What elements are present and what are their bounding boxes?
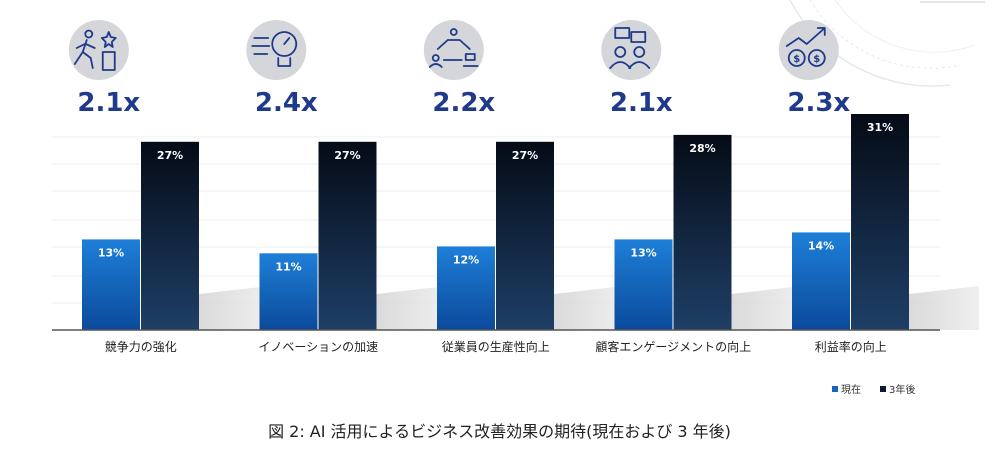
growth-multipliers: 2.1x 2.4x 2.2x 2.1x 2.3x — [77, 88, 850, 118]
category-label: 顧客エンゲージメントの向上 — [595, 339, 751, 354]
legend-item-3-years: 3年後 — [880, 383, 915, 396]
figure-caption: 図 2: AI 活用によるビジネス改善効果の期待(現在および 3 年後) — [268, 422, 731, 441]
legend-swatch — [880, 386, 886, 392]
legend-label: 3年後 — [889, 383, 915, 396]
category-label: 従業員の生産性向上 — [442, 339, 550, 354]
category-label: イノベーションの加速 — [258, 340, 378, 354]
bar-value-label: 28% — [689, 142, 715, 155]
category-label: 競争力の強化 — [105, 339, 177, 354]
legend-item-current: 現在 — [832, 384, 861, 396]
legend-label: 現在 — [841, 384, 861, 396]
bar-shadow — [554, 286, 624, 330]
category-labels: 競争力の強化 イノベーションの加速 従業員の生産性向上 顧客エンゲージメントの向上 利益… — [105, 339, 887, 354]
bar-3-years — [496, 141, 554, 330]
bar-shadow — [199, 286, 269, 330]
category-label: 利益率の向上 — [815, 339, 887, 354]
bar-chart: $ $ 2.1x 2.4x 2.2x 2.1x 2.3x 13%27%11%27%12%2… — [52, 0, 985, 396]
lightbulb-speed-icon — [246, 20, 307, 80]
people-network-icon — [423, 20, 484, 80]
bar-current — [82, 239, 140, 330]
bar-shadow — [909, 286, 979, 330]
bar-value-label: 13% — [98, 246, 124, 259]
legend: 現在 3年後 — [832, 383, 915, 396]
bar-value-label: 13% — [630, 246, 656, 259]
bar-shadows — [199, 286, 979, 330]
svg-text:$: $ — [793, 54, 800, 65]
category-icons: $ $ — [68, 20, 839, 80]
bar-current — [259, 253, 318, 330]
customer-chat-icon — [601, 20, 662, 80]
bar-value-label: 31% — [867, 121, 893, 134]
legend-swatch — [832, 386, 838, 392]
bar-shadow — [376, 286, 447, 330]
bars — [82, 114, 909, 330]
bar-current — [792, 232, 850, 330]
bar-value-label: 27% — [512, 149, 538, 162]
bar-value-label: 27% — [334, 149, 360, 162]
bar-3-years — [318, 141, 377, 330]
growth-multiplier: 2.4x — [255, 88, 318, 118]
growth-multiplier: 2.1x — [77, 88, 140, 118]
growth-multiplier: 2.1x — [610, 88, 673, 118]
bar-value-label: 12% — [453, 253, 479, 266]
bar-3-years — [673, 134, 732, 330]
bar-3-years — [141, 141, 199, 330]
bar-3-years — [851, 114, 909, 330]
bar-shadow — [731, 286, 802, 330]
svg-text:$: $ — [813, 54, 820, 65]
bar-current — [614, 239, 673, 330]
bar-value-label: 27% — [157, 149, 183, 162]
bar-value-label: 11% — [275, 260, 301, 273]
value-labels: 13% 27% 11% 27% 12% 27% 13% 28% 14% 31% — [98, 121, 893, 273]
runner-trophy-icon — [68, 20, 129, 80]
bar-value-label: 14% — [808, 239, 834, 252]
money-growth-icon: $ $ — [778, 20, 839, 80]
growth-multiplier: 2.2x — [432, 88, 495, 118]
growth-multiplier: 2.3x — [787, 88, 850, 118]
bar-current — [437, 246, 495, 330]
